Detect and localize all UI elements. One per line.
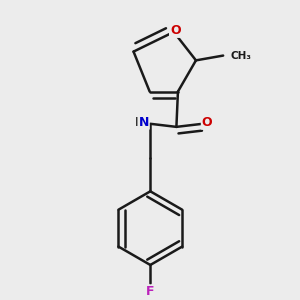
Text: N: N <box>138 116 149 129</box>
Text: O: O <box>170 24 181 37</box>
Text: O: O <box>202 116 212 129</box>
Text: H: H <box>135 116 146 129</box>
Text: F: F <box>146 286 154 298</box>
Text: CH₃: CH₃ <box>231 51 252 61</box>
